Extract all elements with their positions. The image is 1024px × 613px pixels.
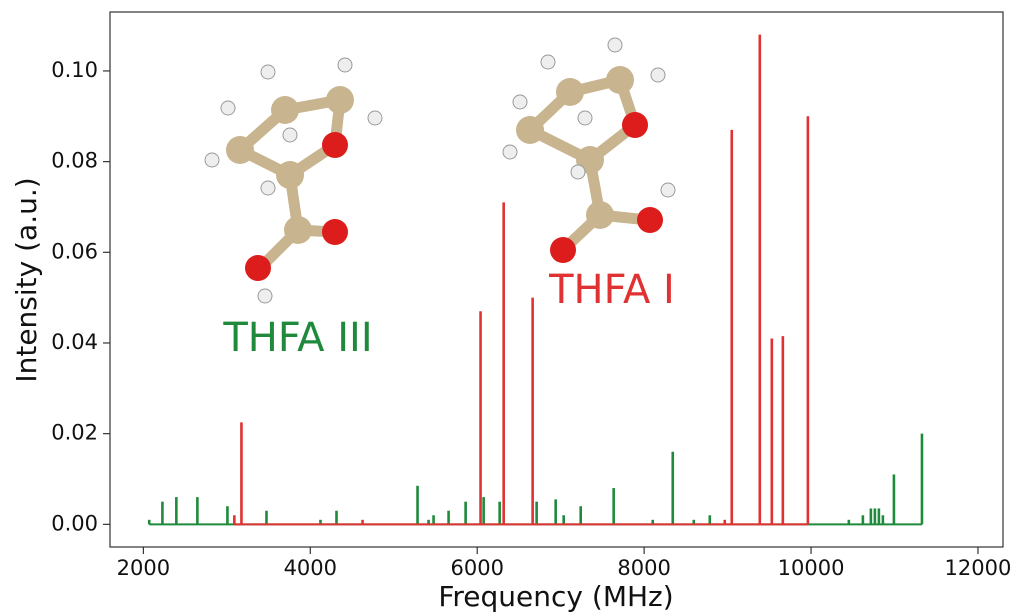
y-tick-label: 0.00	[51, 511, 98, 535]
molecule-thfa-i	[503, 38, 675, 263]
x-tick-label: 8000	[617, 556, 670, 580]
y-axis-label: Intensity (a.u.)	[10, 177, 43, 382]
x-tick-label: 12000	[945, 556, 1012, 580]
x-tick-label: 6000	[450, 556, 503, 580]
y-tick-label: 0.10	[51, 58, 98, 82]
y-tick-label: 0.04	[51, 330, 98, 354]
y-tick-label: 0.08	[51, 149, 98, 173]
series-label: THFA I	[548, 267, 675, 313]
x-tick-label: 4000	[284, 556, 337, 580]
x-tick-label: 2000	[117, 556, 170, 580]
x-axis-label: Frequency (MHz)	[438, 580, 673, 613]
molecule-thfa-iii	[205, 58, 382, 303]
series-label: THFA III	[222, 315, 372, 361]
x-tick-label: 10000	[778, 556, 845, 580]
y-tick-label: 0.02	[51, 421, 98, 445]
y-tick-label: 0.06	[51, 239, 98, 263]
chart: Frequency (MHz) Intensity (a.u.) 2000 400…	[0, 0, 1024, 613]
